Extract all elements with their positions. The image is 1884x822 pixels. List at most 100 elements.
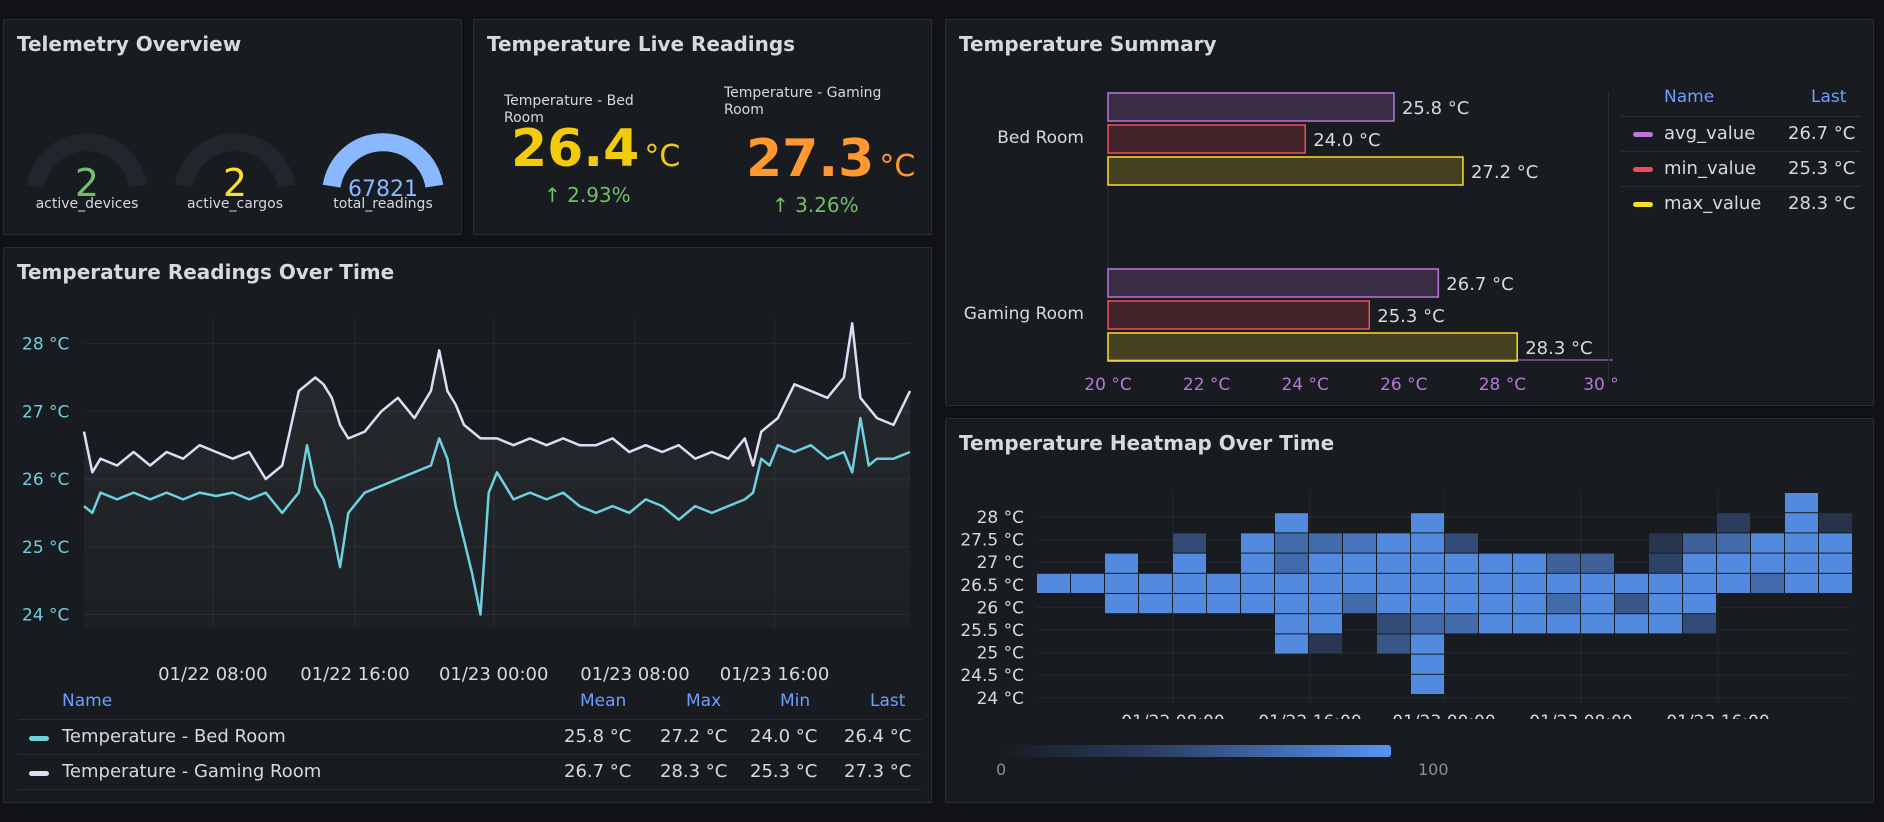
heatmap-cell <box>1309 573 1342 593</box>
y-tick-label: 26 °C <box>977 598 1024 618</box>
legend-item-avg-value[interactable]: avg_value 26.7 °C <box>1621 117 1861 151</box>
line-chart[interactable]: 24 °C 25 °C 26 °C 27 °C 28 °C 01/22 08:00 01/2… <box>4 248 933 688</box>
y-tick-label: 27 °C <box>977 553 1024 573</box>
x-tick-label: 30 ° <box>1583 375 1619 395</box>
y-tick-label: 25 °C <box>22 538 69 558</box>
divider <box>18 789 922 790</box>
heatmap-cell <box>1309 553 1342 573</box>
legend-last: 28.3 °C <box>1788 193 1856 214</box>
legend-max: 28.3 °C <box>660 761 728 782</box>
x-tick-label: 01/23 16:00 <box>720 664 829 685</box>
x-tick-label: 01/22 16:00 <box>300 664 409 685</box>
heatmap-cell <box>1275 594 1308 614</box>
heatmap-cell <box>1105 594 1138 614</box>
bar <box>1107 332 1518 362</box>
legend-item-min-value[interactable]: min_value 25.3 °C <box>1621 152 1861 186</box>
heatmap-cell <box>1377 634 1410 654</box>
heatmap-cell <box>1377 533 1410 553</box>
gauge-label-active-cargos: active_cargos <box>186 196 284 212</box>
series-swatch <box>1633 132 1653 137</box>
series-swatch <box>1633 202 1653 207</box>
legend-last: 26.7 °C <box>1788 123 1856 144</box>
legend-row-gaming-room[interactable]: Temperature - Gaming Room 26.7 °C 28.3 °… <box>4 755 933 789</box>
heatmap-cell <box>1411 533 1444 553</box>
y-tick-label: 26.5 °C <box>960 576 1024 596</box>
heatmap-cell <box>1173 553 1206 573</box>
heatmap-cell <box>1411 614 1444 634</box>
panel-title[interactable]: Temperature Live Readings <box>487 32 796 56</box>
legend-min: 25.3 °C <box>750 761 818 782</box>
heatmap-cell <box>1683 573 1716 593</box>
stat-unit: °C <box>879 149 916 184</box>
heatmap-cell <box>1377 614 1410 634</box>
x-tick-label: 01/23 00:00 <box>1392 712 1495 719</box>
heatmap-cell <box>1377 573 1410 593</box>
panel-title[interactable]: Telemetry Overview <box>17 32 242 56</box>
heatmap-cell <box>1547 594 1580 614</box>
x-tick-label: 01/22 16:00 <box>1258 712 1361 719</box>
heatmap-cell <box>1241 594 1274 614</box>
legend-name: Temperature - Bed Room <box>62 726 286 747</box>
heatmap-cell <box>1105 553 1138 573</box>
stat-label-gaming-room: Temperature - Gaming Room <box>724 85 882 118</box>
heatmap-cell <box>1785 573 1818 593</box>
legend-header-last[interactable]: Last <box>1811 87 1847 107</box>
gauge-value: 2 <box>75 161 99 205</box>
gauge-label-total-readings: total_readings <box>333 196 433 212</box>
bar-value-label: 25.8 °C <box>1402 98 1469 119</box>
heatmap-cell <box>1309 594 1342 614</box>
divider <box>18 719 922 720</box>
heatmap-cell <box>1037 573 1070 593</box>
series-line <box>83 416 911 616</box>
heatmap-cell <box>1581 594 1614 614</box>
heatmap-cell <box>1513 614 1546 634</box>
legend-header-min[interactable]: Min <box>780 691 811 711</box>
heatmap-cell <box>1309 634 1342 654</box>
heatmap-cell <box>1071 573 1104 593</box>
legend-header-last[interactable]: Last <box>870 691 906 711</box>
heatmap-cell <box>1411 654 1444 674</box>
legend-item-max-value[interactable]: max_value 28.3 °C <box>1621 187 1861 221</box>
heatmap-cell <box>1377 594 1410 614</box>
y-tick-label: 25 °C <box>977 644 1024 664</box>
bar <box>1107 156 1464 186</box>
panel-title[interactable]: Temperature Summary <box>959 32 1217 56</box>
heatmap-cell <box>1751 573 1784 593</box>
legend-header-name[interactable]: Name <box>62 691 113 711</box>
series-area <box>84 323 910 628</box>
legend-header-mean[interactable]: Mean <box>580 691 627 711</box>
heatmap-cell <box>1649 594 1682 614</box>
heatmap-cell <box>1377 553 1410 573</box>
heatmap-cell <box>1411 573 1444 593</box>
heatmap-cell <box>1139 573 1172 593</box>
legend-header-name[interactable]: Name <box>1664 87 1715 107</box>
heatmap-cell <box>1445 553 1478 573</box>
panel-title[interactable]: Temperature Heatmap Over Time <box>959 431 1335 455</box>
legend-header-max[interactable]: Max <box>686 691 722 711</box>
bar-value-label: 26.7 °C <box>1446 274 1513 295</box>
stat-number: 26.4 <box>511 119 640 179</box>
series-swatch <box>1633 167 1653 172</box>
heatmap-cell <box>1615 573 1648 593</box>
heatmap-cell <box>1241 553 1274 573</box>
heatmap-cell <box>1513 553 1546 573</box>
heatmap-chart[interactable]: 24 °C 24.5 °C25 °C 25.5 °C 26 °C26.5 °C 27 °… <box>946 419 1875 719</box>
heatmap-cell <box>1717 553 1750 573</box>
bar-value-label: 27.2 °C <box>1471 162 1538 183</box>
x-tick-label: 20 °C <box>1084 375 1131 395</box>
heatmap-cell <box>1309 533 1342 553</box>
panel-title[interactable]: Temperature Readings Over Time <box>17 260 395 284</box>
legend-row-bed-room[interactable]: Temperature - Bed Room 25.8 °C 27.2 °C 2… <box>4 720 933 754</box>
heatmap-cell <box>1275 553 1308 573</box>
bar-chart[interactable]: Bed Room 25.8 °C 24.0 °C 27.2 °C Gaming Room… <box>946 20 1626 407</box>
heatmap-cell <box>1275 614 1308 634</box>
heatmap-cell <box>1343 594 1376 614</box>
heatmap-cell <box>1479 553 1512 573</box>
heatmap-cell <box>1207 594 1240 614</box>
heatmap-cell <box>1649 573 1682 593</box>
arrow-up-icon: ↑ <box>772 193 789 217</box>
series-swatch <box>29 736 49 741</box>
heatmap-cell <box>1649 614 1682 634</box>
x-tick-label: 01/23 08:00 <box>580 664 689 685</box>
heatmap-cell <box>1513 594 1546 614</box>
